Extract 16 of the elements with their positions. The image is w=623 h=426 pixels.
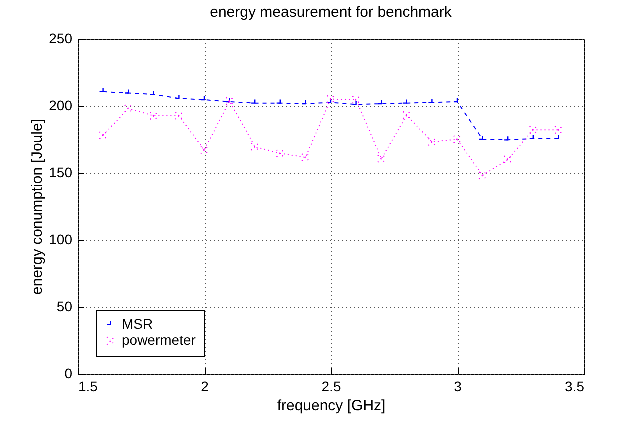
y-tick-label: 50: [56, 298, 73, 314]
y-tick-label: 150: [49, 164, 73, 180]
y-tick-label: 100: [49, 232, 73, 248]
legend-label: MSR: [122, 316, 154, 332]
y-tick-label: 0: [64, 366, 73, 382]
legend-label: powermeter: [122, 332, 196, 348]
y-axis-title: energy conumption [Joule]: [29, 119, 46, 295]
y-tick-label: 250: [49, 30, 73, 46]
chart-title: energy measurement for benchmark: [210, 4, 452, 21]
x-tick-label: 3: [454, 378, 462, 394]
y-tick-label: 200: [49, 98, 73, 114]
x-tick-label: 3.5: [565, 378, 585, 394]
x-tick-label: 1.5: [78, 378, 98, 394]
x-tick-label: 2: [201, 378, 210, 394]
x-axis-title: frequency [GHz]: [277, 398, 386, 414]
x-tick-label: 2.5: [322, 378, 342, 394]
